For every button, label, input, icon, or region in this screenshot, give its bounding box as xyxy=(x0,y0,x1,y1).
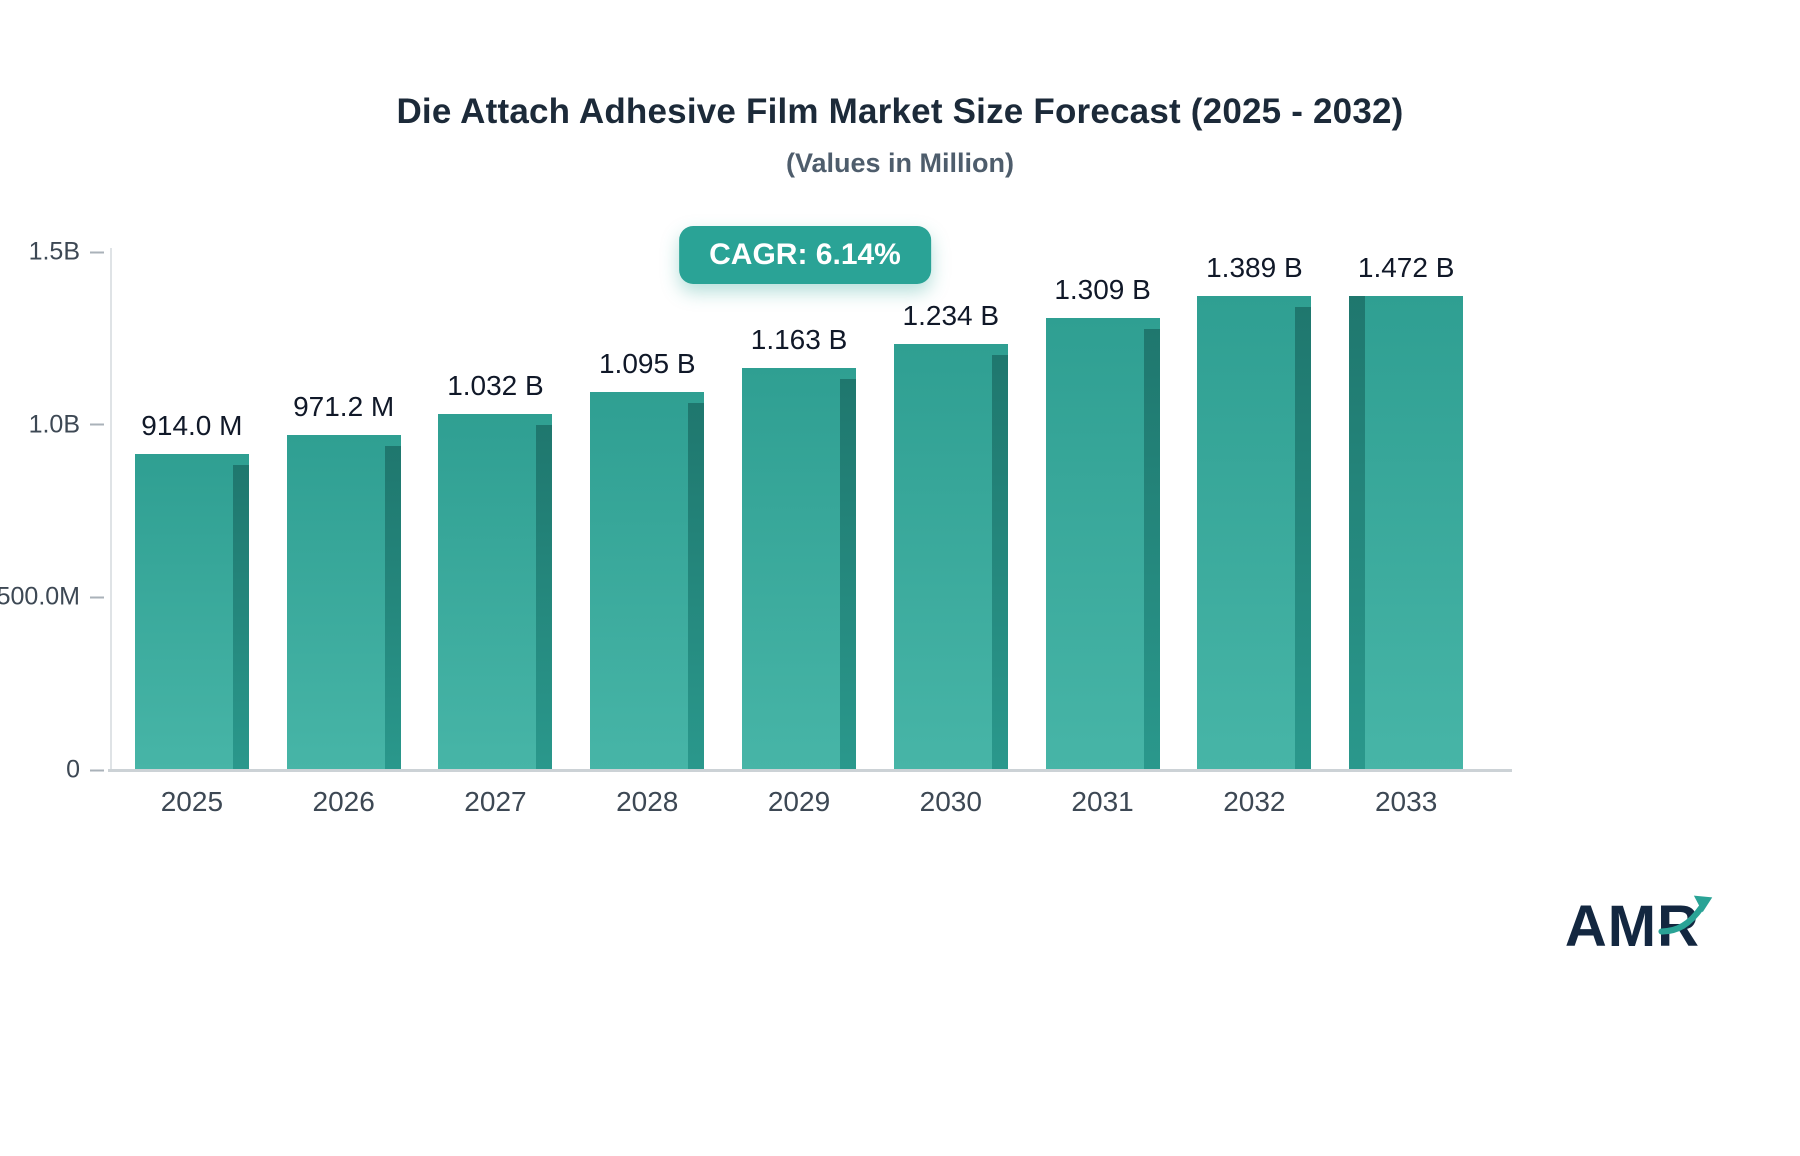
x-axis-label: 2032 xyxy=(1223,786,1286,817)
bar-group: 1.095 B xyxy=(571,252,723,770)
y-tick-label: 0 xyxy=(66,755,80,784)
bar-2033 xyxy=(1349,296,1464,770)
bar-group: 1.163 B xyxy=(723,252,875,770)
x-axis-label: 2027 xyxy=(464,786,527,817)
bar-3d-side xyxy=(1295,307,1312,770)
y-axis-ticks: 0 500.0M 1.0B 1.5B xyxy=(0,238,110,784)
x-axis-labels: 2025 2026 2027 2028 2029 2030 2031 2032 2033 xyxy=(110,786,1512,818)
bar-group: 1.472 B xyxy=(1330,252,1482,770)
bar-3d-side xyxy=(688,402,705,770)
bar-2029 xyxy=(742,368,857,770)
bar-3d-side xyxy=(991,354,1008,770)
x-axis-label: 2030 xyxy=(919,786,982,817)
bar-2027 xyxy=(438,413,553,770)
bar-3d-side xyxy=(384,445,401,770)
y-tick-label: 500.0M xyxy=(0,582,80,611)
y-tick: 1.0B xyxy=(29,410,104,439)
bar-value-label: 1.095 B xyxy=(598,347,696,379)
bar-value-label: 1.389 B xyxy=(1206,252,1303,283)
bars-container: 914.0 M 971.2 M 1.032 B 1.095 B 1.163 B 1.234… xyxy=(110,252,1512,770)
bar-2032 xyxy=(1197,296,1312,770)
bar-2026 xyxy=(286,434,401,770)
cagr-badge: CAGR: 6.14% xyxy=(679,226,931,284)
bar-2028 xyxy=(590,391,705,770)
bar-2025 xyxy=(134,454,249,770)
x-axis-label: 2029 xyxy=(767,786,831,817)
bar-group: 971.2 M xyxy=(268,252,420,770)
bar-value-label: 971.2 M xyxy=(293,390,395,422)
x-axis-label: 2031 xyxy=(1071,786,1134,817)
bar-2030 xyxy=(893,343,1008,770)
logo-arrow-icon xyxy=(1658,895,1713,935)
y-tick-label: 1.0B xyxy=(28,410,80,439)
chart-title: Die Attach Adhesive Film Market Size For… xyxy=(396,92,1404,131)
y-tick: 0 xyxy=(66,756,104,785)
x-axis-label: 2033 xyxy=(1374,786,1438,817)
bar-group: 914.0 M xyxy=(116,252,268,770)
x-axis-label: 2028 xyxy=(616,786,679,817)
chart-subtitle: (Values in Million) xyxy=(785,148,1015,178)
bar-group: 1.032 B xyxy=(420,252,572,770)
y-tick-mark xyxy=(90,251,104,253)
bar-value-label: 1.032 B xyxy=(447,369,544,401)
bar-group: 1.389 B xyxy=(1178,252,1330,770)
bar-3d-side xyxy=(232,465,249,770)
amr-logo: AMR xyxy=(1565,893,1713,960)
bar-3d-side xyxy=(1349,296,1366,770)
y-tick-mark xyxy=(90,769,104,771)
bar-value-label: 1.163 B xyxy=(750,324,848,356)
bar-2031 xyxy=(1045,317,1160,770)
plot-area: 0 500.0M 1.0B 1.5B 914.0 M 971.2 M 1.032 B 1.0… xyxy=(0,238,1512,817)
bar-value-label: 914.0 M xyxy=(141,410,243,442)
y-tick: 1.5B xyxy=(29,238,104,267)
bar-value-label: 1.309 B xyxy=(1054,273,1151,305)
y-tick: 500.0M xyxy=(0,583,104,612)
bar-3d-side xyxy=(536,424,553,770)
x-axis-label: 2026 xyxy=(312,786,375,817)
y-tick-mark xyxy=(90,423,104,426)
y-tick-mark xyxy=(90,596,104,599)
bar-group: 1.234 B xyxy=(875,252,1027,770)
bar-value-label: 1.472 B xyxy=(1357,252,1455,283)
bar-3d-side xyxy=(840,379,857,770)
bar-group: 1.309 B xyxy=(1027,252,1179,770)
x-axis-label: 2025 xyxy=(160,786,224,817)
y-tick-label: 1.5B xyxy=(28,237,80,266)
bar-3d-side xyxy=(1143,328,1160,770)
bar-value-label: 1.234 B xyxy=(902,299,1000,331)
